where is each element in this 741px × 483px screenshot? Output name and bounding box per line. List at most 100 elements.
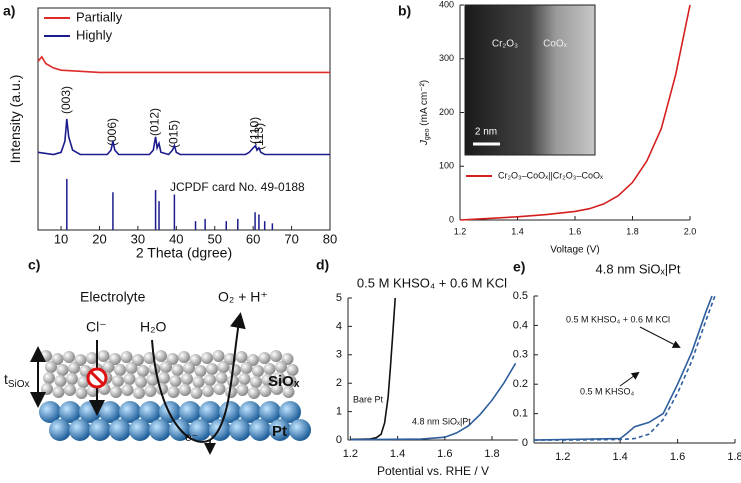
sio-atom xyxy=(112,375,124,387)
sio-atom xyxy=(202,385,214,397)
pt-atom xyxy=(189,419,211,441)
oxide-label: SiOₓ xyxy=(268,373,300,390)
y-tick-label: 0.2 xyxy=(513,378,528,390)
pt-atom xyxy=(69,419,91,441)
sio-atom xyxy=(132,354,144,366)
y-tick-label: 3 xyxy=(336,349,342,361)
sio-atom xyxy=(86,352,98,364)
panel-label: c) xyxy=(28,257,40,273)
sio-atom xyxy=(41,383,53,395)
x-tick-label: 80 xyxy=(323,231,337,246)
pt-atom xyxy=(159,401,181,423)
y-tick-label: 0.4 xyxy=(513,319,528,331)
sio-atom xyxy=(284,375,297,387)
block-bar xyxy=(89,370,105,386)
sio-atom xyxy=(194,365,207,377)
sio-atom xyxy=(238,373,251,385)
x-tick-label: 1.4 xyxy=(511,226,524,236)
x-tick-label: 70 xyxy=(284,231,298,246)
series-label: Bare Pt xyxy=(353,394,384,404)
sio-atom xyxy=(261,374,274,386)
series-line xyxy=(350,297,396,441)
sio-atom xyxy=(56,364,69,376)
sio-atom xyxy=(146,374,159,386)
sio-atom xyxy=(204,374,216,386)
sio-atom xyxy=(144,385,157,397)
x-tick-label: 30 xyxy=(131,231,145,246)
peak-label: (003) xyxy=(59,86,73,114)
sio-atom xyxy=(171,364,184,376)
x-tick-label: 1.6 xyxy=(569,226,582,236)
pt-atom xyxy=(59,401,81,423)
sio-atom xyxy=(258,352,271,364)
x-tick-label: 1.6 xyxy=(437,448,452,460)
pt-atom xyxy=(229,419,251,441)
x-tick-label: 1.2 xyxy=(555,451,570,463)
sio-atom xyxy=(63,351,75,363)
sio-atom xyxy=(137,365,149,377)
sio-atom xyxy=(227,375,239,387)
x-tick-label: 10 xyxy=(54,231,68,246)
y-tick-label: 0 xyxy=(522,437,528,449)
series-line xyxy=(459,4,691,221)
y-tick-label: 0 xyxy=(336,434,342,446)
pt-atom xyxy=(239,401,261,423)
sio-atom xyxy=(120,351,133,363)
sio-atom xyxy=(114,364,126,376)
peak-label: (015) xyxy=(167,120,181,148)
pt-atom xyxy=(199,401,221,423)
sio-atom xyxy=(252,365,264,377)
series-label: 0.5 M KHSO₄ xyxy=(580,386,635,396)
panel-label: b) xyxy=(398,3,411,19)
sio-atom xyxy=(215,372,228,384)
sio-atom xyxy=(148,363,161,375)
y-tick-label: 0.5 xyxy=(513,290,528,302)
pt-atom xyxy=(49,419,71,441)
sio-atom xyxy=(68,362,80,374)
sio-atom xyxy=(160,361,172,373)
x-tick-label: 1.4 xyxy=(612,451,627,463)
peak-label: (006) xyxy=(105,118,119,146)
sio-atom xyxy=(217,361,230,373)
thickness-symbol: t xyxy=(4,371,8,387)
label-arrow xyxy=(619,371,640,387)
sio-atom xyxy=(192,376,205,388)
thickness-label: tSiOx xyxy=(4,371,30,390)
sio-atom xyxy=(121,384,134,396)
sio-atom xyxy=(158,372,170,384)
series-line xyxy=(37,118,330,156)
sio-atom xyxy=(248,387,260,399)
sio-atom xyxy=(183,362,195,374)
sio-atom xyxy=(190,387,203,399)
sio-atom xyxy=(167,386,180,398)
sio-atom xyxy=(75,387,88,399)
sio-atom xyxy=(213,383,226,395)
sio-atom xyxy=(201,352,213,364)
y-axis-subscript: geo xyxy=(424,128,431,140)
y-tick-label: 2 xyxy=(336,377,342,389)
x-tick-label: 50 xyxy=(208,231,222,246)
label-arrow xyxy=(639,326,681,348)
y-axis-label: Intensity (a.u.) xyxy=(7,75,23,164)
electrolyte-label: Electrolyte xyxy=(80,289,146,305)
y-axis-label: Jgeo (mA cm⁻²) xyxy=(419,80,431,146)
pt-atom xyxy=(249,419,271,441)
sio-atom xyxy=(259,385,272,397)
sio-atom xyxy=(236,384,249,396)
sio-atom xyxy=(74,354,87,366)
sio-atom xyxy=(225,386,237,398)
y-tick-label: 5 xyxy=(336,292,342,304)
panel-label: e) xyxy=(513,259,525,275)
legend-label: Cr₂O₃–CoOₓ||Cr₂O₃–CoOₓ xyxy=(498,170,603,180)
series-line xyxy=(534,295,716,441)
x-axis-label: Voltage (V) xyxy=(550,245,599,256)
sio-atom xyxy=(273,372,285,384)
inset-image xyxy=(464,4,596,156)
sio-atom xyxy=(189,354,202,366)
x-axis-label: 2 Theta (dgree) xyxy=(136,245,232,261)
reference-label: JCPDF card No. 49-0188 xyxy=(170,180,305,194)
sio-atom xyxy=(155,350,167,362)
pt-atom xyxy=(289,419,311,441)
y-tick-label: 200 xyxy=(439,107,454,117)
sio-atom xyxy=(263,363,276,375)
